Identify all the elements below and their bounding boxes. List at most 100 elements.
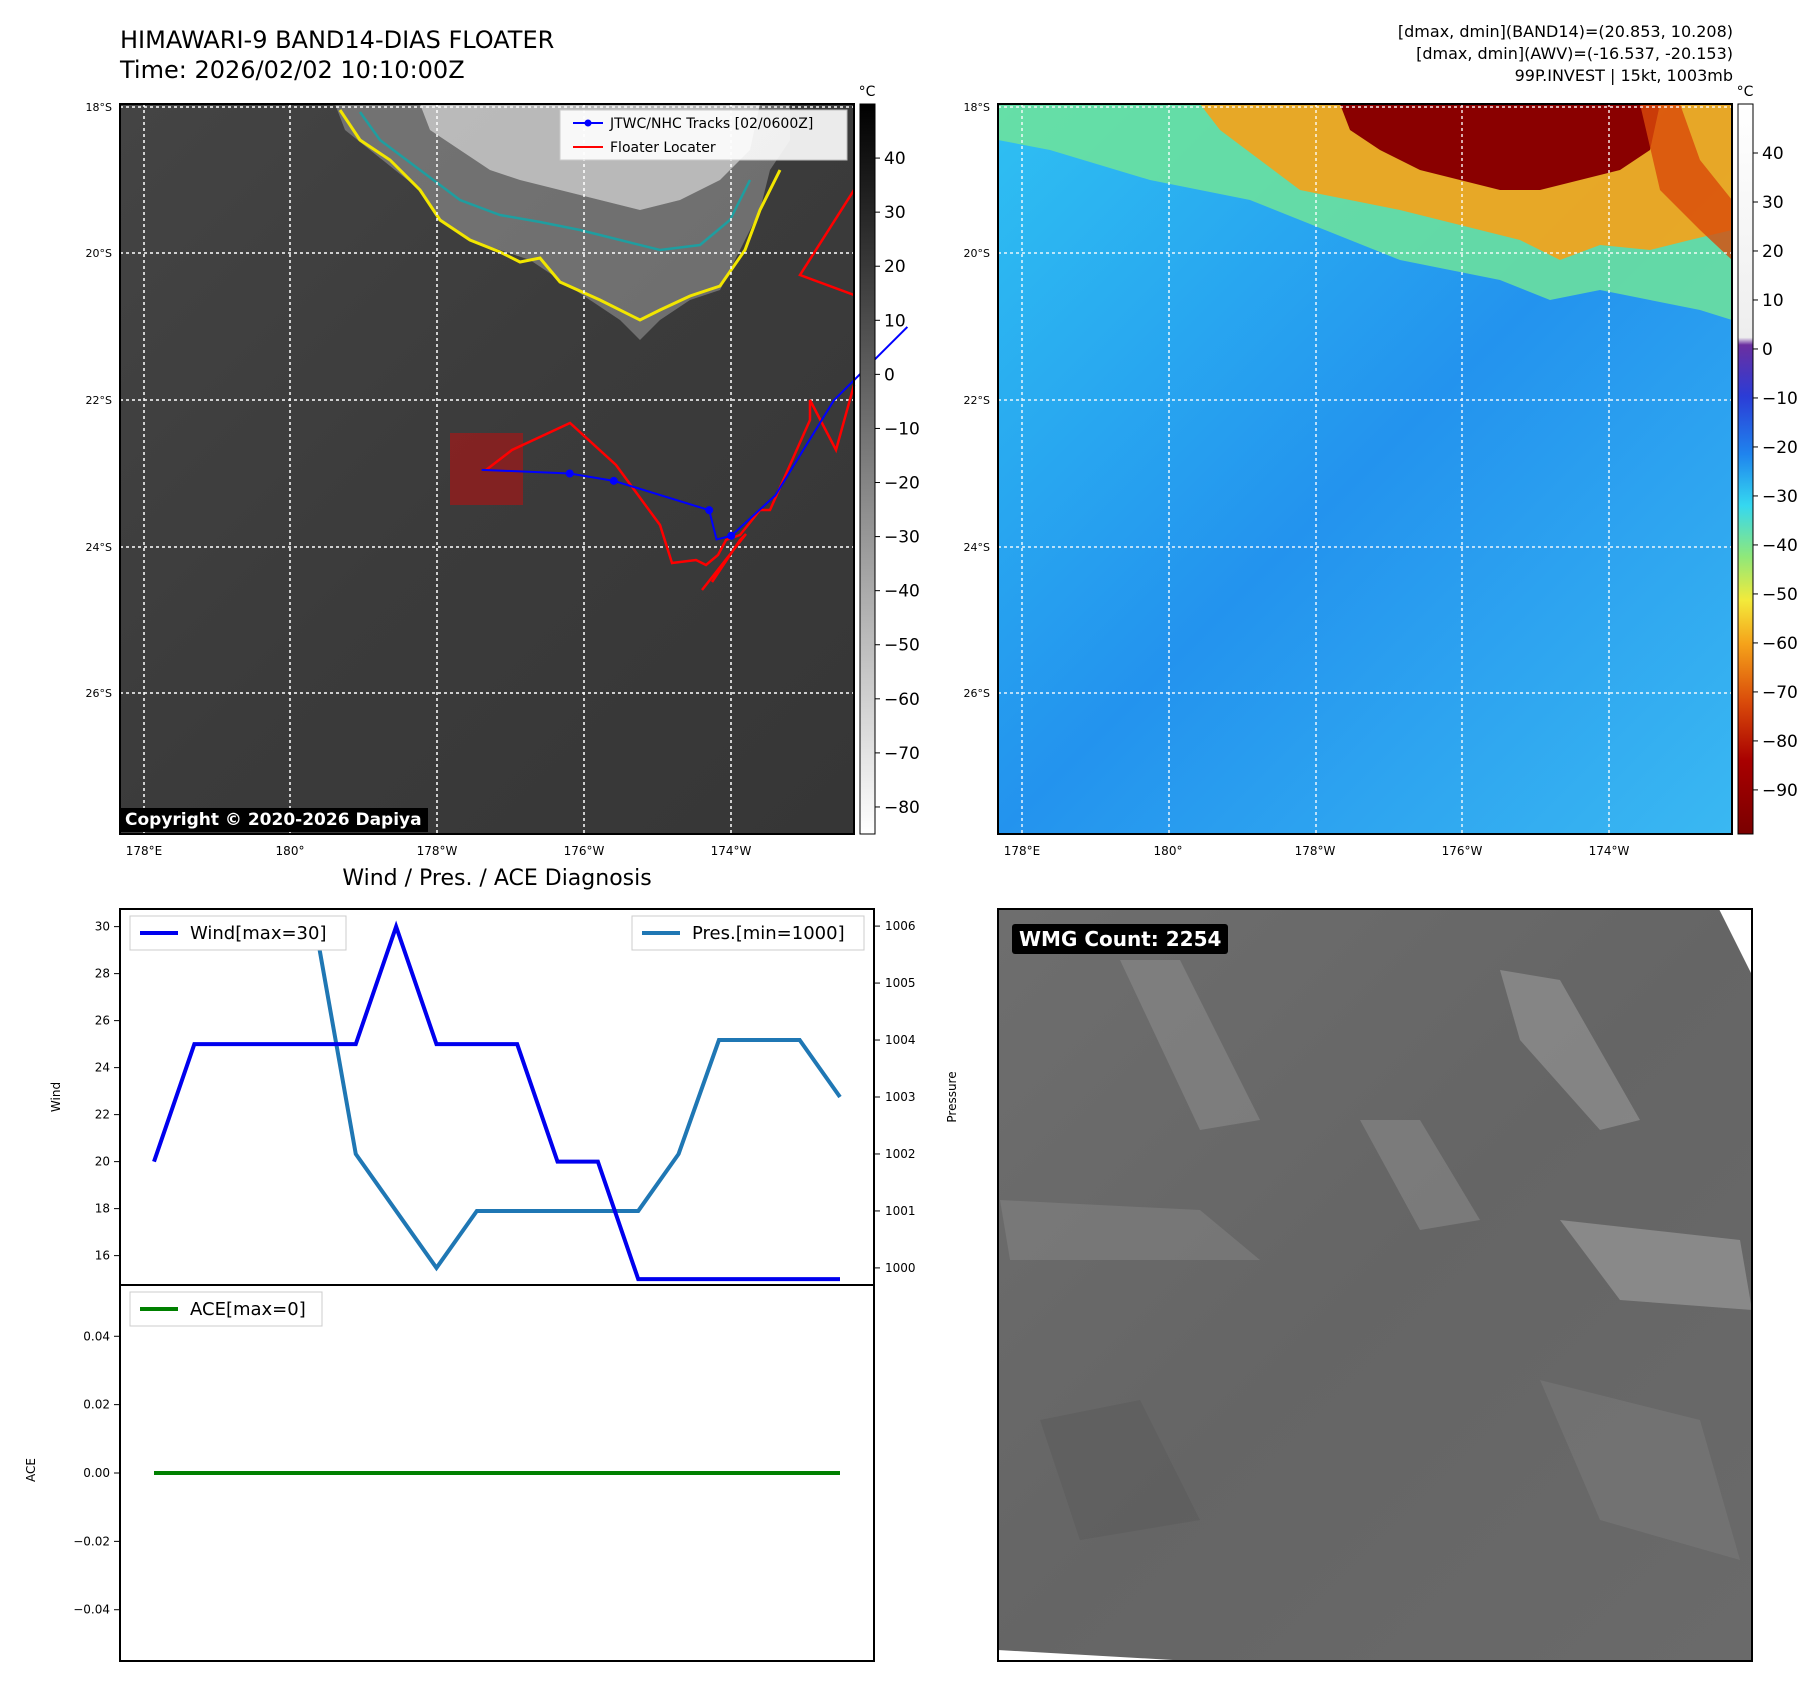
- colorbar-tick-label: 30: [884, 203, 906, 223]
- stats-line-band14: [dmax, dmin](BAND14)=(20.853, 10.208): [1397, 22, 1733, 41]
- colorbar-tick-label: −80: [1762, 732, 1798, 752]
- wmg-frame: [997, 908, 1753, 1662]
- ir-map-panel: JTWC/NHC Tracks [02/0600Z] Floater Locat…: [86, 84, 920, 858]
- lat-tick-label: 24°S: [86, 541, 112, 554]
- floater-locater-path: [485, 384, 856, 567]
- colorbar-tick-label: 0: [884, 365, 895, 385]
- lon-tick-label: 176°W: [564, 844, 605, 858]
- awv-lat-labels: 18°S 20°S 22°S 24°S 26°S: [964, 101, 990, 700]
- awv-map-panel: 18°S 20°S 22°S 24°S 26°S 178°E 180° 178°W 176°W…: [964, 84, 1798, 858]
- pressure-tick-label: 1001: [885, 1204, 916, 1218]
- lon-tick-label: 174°W: [1589, 844, 1630, 858]
- lat-tick-label: 22°S: [86, 394, 112, 407]
- ace-tick-label: −0.02: [73, 1534, 110, 1548]
- colorbar-tick-label: −70: [1762, 683, 1798, 703]
- awv-lon-labels: 178°E 180° 178°W 176°W 174°W: [1004, 844, 1630, 858]
- awv-colorbar-unit: °C: [1737, 84, 1754, 100]
- wind-axis-label: Wind: [49, 1082, 63, 1112]
- wind-tick-label: 22: [95, 1108, 110, 1122]
- wind-legend-label: Wind[max=30]: [190, 923, 327, 944]
- jtwc-track-point: [565, 469, 574, 478]
- colorbar-tick-label: −20: [1762, 438, 1798, 458]
- colorbar-tick-label: −40: [884, 582, 920, 602]
- colorbar-tick-label: −30: [1762, 487, 1798, 507]
- pressure-tick-label: 1000: [885, 1261, 916, 1275]
- ir-colorbar-ticks: 40 30 20 10 0 −10 −20 −30 −40 −50 −60 −70 −80: [875, 149, 920, 818]
- pressure-axis-label: Pressure: [945, 1071, 959, 1122]
- legend-label-jtwc: JTWC/NHC Tracks [02/0600Z]: [609, 116, 813, 132]
- jtwc-track-point: [727, 531, 736, 540]
- ir-map-frame: [119, 103, 855, 835]
- colorbar-tick-label: 0: [1762, 340, 1773, 360]
- floater-locater-wedge: [798, 189, 854, 297]
- wind-tick-label: 16: [95, 1249, 110, 1263]
- colorbar-tick-label: −50: [884, 636, 920, 656]
- lat-tick-label: 18°S: [86, 101, 112, 114]
- ir-lat-labels: 18°S 20°S 22°S 24°S 26°S: [86, 101, 112, 700]
- wind-series-line: [152, 920, 840, 1282]
- lon-tick-label: 180°: [276, 844, 305, 858]
- colorbar-tick-label: −30: [884, 528, 920, 548]
- lat-tick-label: 24°S: [964, 541, 990, 554]
- jtwc-track: [481, 326, 909, 541]
- lon-tick-label: 176°W: [1442, 844, 1483, 858]
- colorbar-tick-label: −20: [884, 474, 920, 494]
- colorbar-tick-label: −60: [884, 690, 920, 710]
- figure-time: Time: 2026/02/02 10:10:00Z: [120, 56, 465, 84]
- colorbar-tick-label: −10: [884, 419, 920, 439]
- ir-lon-labels: 178°E 180° 178°W 176°W 174°W: [126, 844, 752, 858]
- colorbar-tick-label: −10: [1762, 389, 1798, 409]
- colorbar-tick-label: 20: [884, 257, 906, 277]
- colorbar-tick-label: 40: [884, 149, 906, 169]
- ace-tick-label: 0.04: [83, 1329, 110, 1343]
- colorbar-tick-label: −80: [884, 798, 920, 818]
- pressure-legend-label: Pres.[min=1000]: [692, 923, 845, 944]
- wind-tick-label: 28: [95, 967, 110, 981]
- awv-colorbar: [1737, 103, 1754, 835]
- lon-tick-label: 178°W: [1295, 844, 1336, 858]
- colorbar-tick-label: −90: [1762, 781, 1798, 801]
- wind-y-ticks: 16 18 20 22 24 26 28 30: [95, 920, 120, 1263]
- colorbar-tick-label: 10: [1762, 291, 1784, 311]
- awv-grid: [998, 104, 1732, 834]
- figure-title: HIMAWARI-9 BAND14-DIAS FLOATER: [120, 26, 555, 54]
- wmg-texture: [998, 909, 1752, 1661]
- colorbar-tick-label: −60: [1762, 634, 1798, 654]
- awv-colorbar-ticks: 40 30 20 10 0 −10 −20 −30 −40 −50 −60 −70 −80 −90: [1753, 144, 1798, 801]
- pressure-tick-label: 1006: [885, 919, 916, 933]
- cold-cloud-contour-inner: [358, 111, 752, 252]
- wind-tick-label: 18: [95, 1202, 110, 1216]
- stats-line-storm: 99P.INVEST | 15kt, 1003mb: [1514, 66, 1733, 85]
- lat-tick-label: 22°S: [964, 394, 990, 407]
- floater-locater-tail: [701, 533, 747, 591]
- colorbar-tick-label: 10: [884, 311, 906, 331]
- ir-map-legend: JTWC/NHC Tracks [02/0600Z] Floater Locat…: [559, 109, 848, 161]
- pressure-tick-label: 1002: [885, 1147, 916, 1161]
- wind-tick-label: 20: [95, 1155, 110, 1169]
- ace-tick-label: 0.02: [83, 1398, 110, 1412]
- pressure-tick-label: 1003: [885, 1090, 916, 1104]
- lat-tick-label: 26°S: [86, 687, 112, 700]
- diagnosis-title: Wind / Pres. / ACE Diagnosis: [342, 866, 652, 891]
- pressure-tick-label: 1004: [885, 1033, 916, 1047]
- ace-legend-label: ACE[max=0]: [190, 1299, 306, 1320]
- colorbar-tick-label: 40: [1762, 144, 1784, 164]
- lon-tick-label: 178°W: [417, 844, 458, 858]
- jtwc-track-line: [481, 326, 909, 541]
- legend-label-floater: Floater Locater: [610, 140, 716, 156]
- jtwc-track-point: [705, 506, 714, 515]
- wind-legend: Wind[max=30]: [129, 915, 347, 951]
- lat-tick-label: 20°S: [964, 247, 990, 260]
- awv-edge-streak: [1640, 104, 1732, 260]
- wmg-count-badge: WMG Count: 2254: [1012, 924, 1229, 954]
- ace-axis-label: ACE: [24, 1458, 38, 1482]
- colorbar-tick-label: −40: [1762, 536, 1798, 556]
- ir-colorbar-unit: °C: [859, 84, 876, 100]
- colorbar-tick-label: 20: [1762, 242, 1784, 262]
- awv-map-frame: [997, 103, 1733, 835]
- lon-tick-label: 174°W: [711, 844, 752, 858]
- lat-tick-label: 26°S: [964, 687, 990, 700]
- awv-very-dry-core: [1340, 104, 1660, 190]
- wind-tick-label: 26: [95, 1014, 110, 1028]
